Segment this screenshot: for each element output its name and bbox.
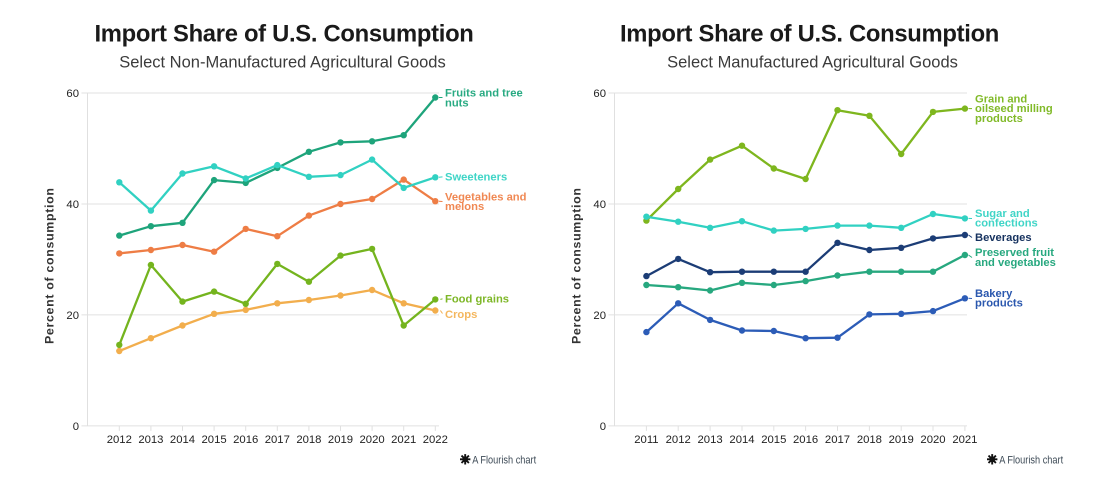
svg-text:2014: 2014 (170, 434, 195, 446)
svg-text:2015: 2015 (761, 434, 786, 446)
svg-text:2016: 2016 (793, 434, 818, 446)
svg-text:2021: 2021 (952, 434, 977, 446)
svg-text:Select Non-Manufactured Agricu: Select Non-Manufactured Agricultural Goo… (119, 54, 446, 72)
svg-text:2016: 2016 (233, 434, 258, 446)
svg-text:2020: 2020 (360, 434, 385, 446)
svg-text:20: 20 (593, 310, 606, 322)
svg-text:Import Share of U.S. Consumpti: Import Share of U.S. Consumption (620, 21, 999, 48)
svg-text:2012: 2012 (107, 434, 132, 446)
svg-text:Crops: Crops (445, 309, 477, 321)
svg-text:2017: 2017 (825, 434, 850, 446)
svg-text:2019: 2019 (328, 434, 353, 446)
svg-text:A Flourish chart: A Flourish chart (472, 455, 536, 467)
svg-text:40: 40 (593, 199, 606, 211)
svg-text:2020: 2020 (920, 434, 945, 446)
svg-text:Food grains: Food grains (445, 294, 509, 306)
svg-text:20: 20 (66, 310, 79, 322)
svg-text:A Flourish chart: A Flourish chart (999, 455, 1063, 467)
svg-text:Sweeteners: Sweeteners (445, 172, 507, 184)
svg-text:60: 60 (66, 88, 79, 100)
svg-text:Select Manufactured Agricultur: Select Manufactured Agricultural Goods (667, 54, 958, 72)
svg-text:2021: 2021 (391, 434, 416, 446)
svg-text:60: 60 (593, 88, 606, 100)
svg-text:40: 40 (66, 199, 79, 211)
svg-text:Percent of consumption: Percent of consumption (570, 188, 584, 344)
svg-text:2013: 2013 (698, 434, 723, 446)
svg-text:Import Share of U.S. Consumpti: Import Share of U.S. Consumption (94, 21, 473, 48)
svg-text:2018: 2018 (857, 434, 882, 446)
svg-text:2014: 2014 (729, 434, 754, 446)
svg-text:2017: 2017 (265, 434, 290, 446)
svg-text:2012: 2012 (666, 434, 691, 446)
svg-text:2011: 2011 (634, 434, 658, 446)
svg-text:0: 0 (73, 421, 79, 433)
svg-text:2022: 2022 (423, 434, 448, 446)
svg-text:2018: 2018 (296, 434, 321, 446)
svg-text:Beverages: Beverages (975, 232, 1032, 244)
svg-text:2013: 2013 (138, 434, 163, 446)
svg-text:2015: 2015 (202, 434, 227, 446)
svg-text:0: 0 (600, 421, 606, 433)
svg-text:Percent of consumption: Percent of consumption (43, 188, 57, 344)
svg-text:2019: 2019 (889, 434, 914, 446)
